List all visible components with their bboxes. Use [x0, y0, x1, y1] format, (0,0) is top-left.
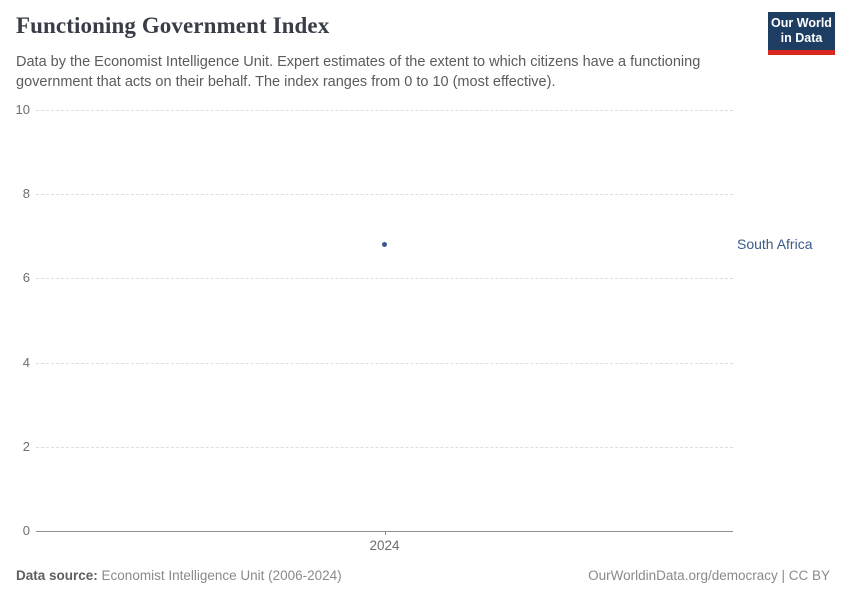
x-tick-mark	[384, 531, 386, 535]
y-tick-label: 4	[22, 354, 30, 370]
owid-logo-line1: Our World	[771, 16, 832, 30]
x-tick-label: 2024	[369, 538, 400, 553]
gridline	[36, 362, 733, 364]
data-source-text: Economist Intelligence Unit (2006-2024)	[101, 568, 342, 583]
gridline	[36, 446, 733, 448]
y-tick-label: 0	[22, 523, 30, 539]
y-tick-label: 10	[15, 102, 30, 118]
y-tick-label: 6	[22, 270, 30, 286]
data-source: Data source: Economist Intelligence Unit…	[16, 568, 342, 583]
y-tick-label: 2	[22, 438, 30, 454]
chart-footer: Data source: Economist Intelligence Unit…	[16, 568, 830, 583]
entity-label: South Africa	[737, 235, 813, 252]
gridline	[36, 110, 733, 111]
chart-title: Functioning Government Index	[16, 13, 330, 38]
data-source-label: Data source:	[16, 568, 98, 583]
y-tick-label: 8	[22, 186, 30, 202]
data-point-south-africa	[382, 242, 387, 248]
gridline	[36, 194, 733, 196]
chart-subtitle: Data by the Economist Intelligence Unit.…	[16, 54, 701, 90]
owid-logo-line2: in Data	[780, 31, 823, 46]
gridline	[36, 278, 733, 280]
credit-link[interactable]: OurWorldinData.org/democracy | CC BY	[588, 568, 830, 583]
owid-logo: Our World in Data	[768, 12, 835, 55]
